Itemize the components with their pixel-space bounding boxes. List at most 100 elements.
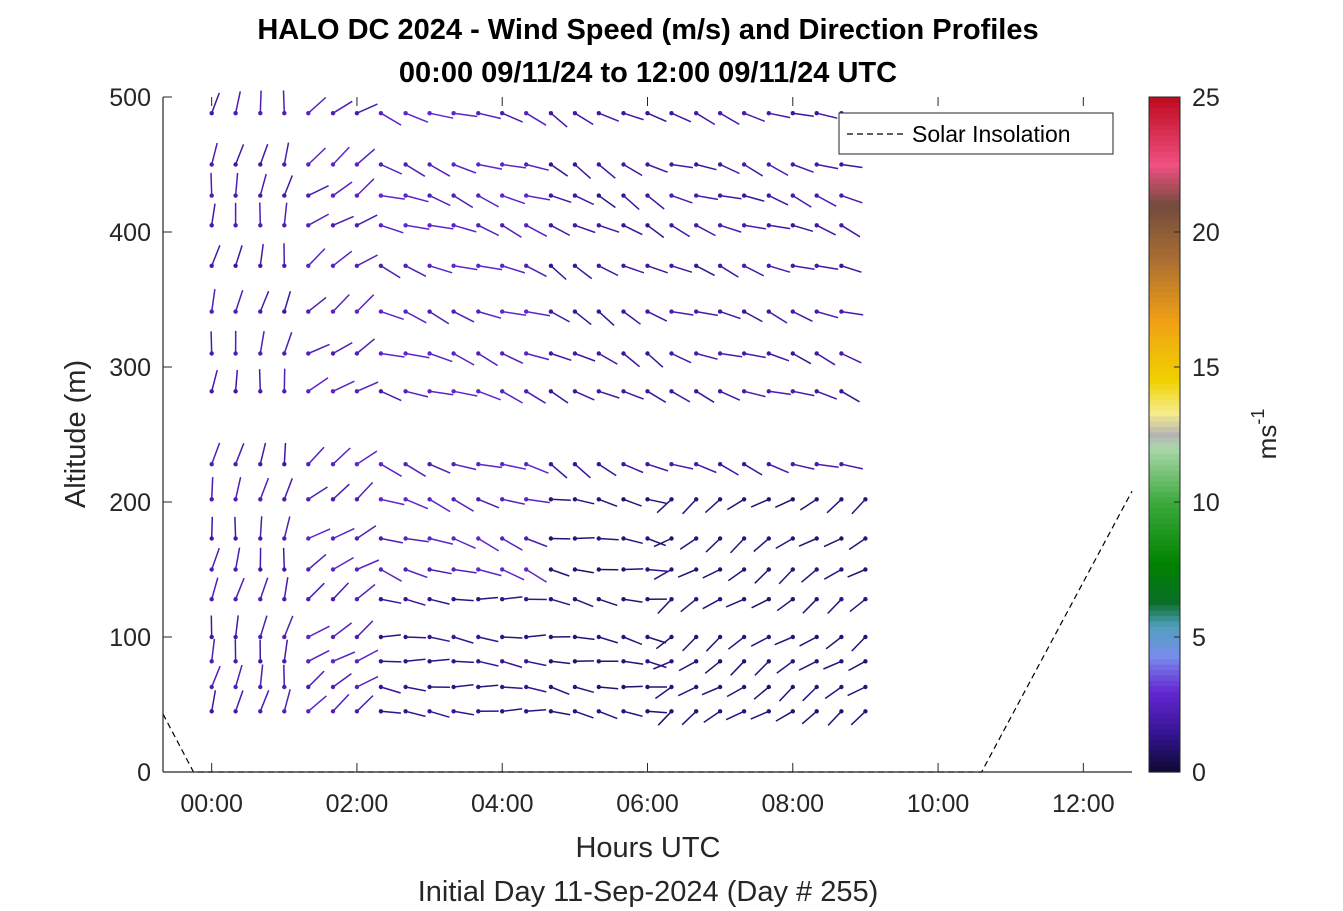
wind-barb-shaft: [210, 638, 216, 662]
wind-barb-shaft: [647, 265, 668, 274]
wind-barb-shaft: [726, 498, 745, 511]
wind-barb-dot: [306, 536, 311, 541]
colorbar-band: [1149, 172, 1180, 179]
wind-barb-shaft: [696, 352, 718, 360]
wind-barb-dot: [645, 389, 650, 394]
wind-barb-dot: [645, 497, 650, 502]
wind-barb-dot: [596, 111, 601, 116]
wind-barb-shaft: [502, 498, 525, 505]
wind-barb-shaft: [234, 245, 243, 267]
wind-barb-dot: [839, 709, 844, 714]
wind-barb-dot: [378, 193, 384, 198]
wind-barb-shaft: [453, 660, 474, 664]
x-tick-label: 10:00: [907, 790, 970, 818]
wind-barb-shaft: [429, 568, 452, 575]
colorbar-band: [1149, 680, 1180, 687]
wind-barb-dot: [476, 684, 481, 690]
wind-barb-shaft: [656, 498, 673, 514]
wind-barb-dot: [403, 223, 408, 228]
wind-barb-shaft: [429, 498, 451, 513]
wind-barb-shaft: [405, 537, 429, 543]
wind-barb-dot: [233, 162, 238, 167]
wind-barb-shaft: [841, 224, 861, 238]
wind-barb-dot: [863, 536, 868, 541]
y-tick-label: 300: [109, 354, 151, 382]
wind-barb-dot: [306, 193, 311, 198]
wind-barb-shaft: [453, 568, 477, 574]
wind-barb-dot: [209, 223, 214, 228]
wind-barb-dot: [233, 497, 238, 502]
wind-barb-shaft: [695, 390, 715, 403]
colorbar-band: [1149, 275, 1180, 282]
wind-barb-shaft: [332, 622, 353, 638]
wind-barb-dot: [839, 351, 844, 356]
colorbar-band: [1149, 653, 1180, 660]
wind-barb-dot: [524, 597, 529, 602]
wind-barb-dot: [741, 709, 747, 714]
wind-barb-shaft: [234, 477, 242, 500]
wind-barb-dot: [451, 193, 456, 198]
colorbar-band: [1149, 161, 1180, 168]
wind-barb-shaft: [776, 598, 794, 612]
wind-barb-dot: [839, 162, 844, 167]
wind-barb-shaft: [526, 709, 547, 713]
wind-barb-dot: [476, 351, 481, 356]
wind-barb-shaft: [501, 390, 523, 404]
wind-barb-dot: [476, 536, 481, 541]
wind-barb-shaft: [841, 463, 864, 470]
wind-barb-shaft: [477, 352, 498, 367]
wind-barb-dot: [306, 223, 311, 228]
wind-barb-dot: [596, 567, 601, 572]
wind-barb-dot: [621, 193, 626, 198]
wind-barb-dot: [572, 536, 578, 541]
wind-barb-dot: [790, 659, 795, 664]
wind-barb-dot: [694, 709, 699, 714]
wind-barb-shaft: [526, 194, 551, 201]
wind-barb-shaft: [719, 163, 740, 175]
colorbar-band: [1149, 291, 1180, 298]
colorbar-band: [1149, 583, 1180, 589]
wind-barb-dot: [354, 659, 360, 664]
wind-barb-shaft: [743, 224, 767, 230]
wind-barb-shaft: [501, 112, 523, 123]
wind-barb-dot: [621, 684, 626, 690]
wind-barb-dot: [596, 263, 601, 268]
wind-barb-dot: [669, 567, 674, 572]
wind-barb-shaft: [283, 639, 289, 662]
wind-barb-dot: [669, 684, 674, 690]
wind-barb-dot: [233, 263, 238, 268]
wind-barb-dot: [282, 567, 287, 572]
wind-barb-dot: [354, 597, 360, 602]
wind-barb-dot: [282, 709, 287, 714]
wind-barb-dot: [258, 684, 263, 690]
wind-barb-shaft: [647, 112, 667, 123]
wind-barb-dot: [741, 193, 747, 198]
wind-barb-dot: [427, 659, 432, 664]
wind-barb-shaft: [647, 498, 667, 505]
wind-barb-dot: [524, 462, 529, 467]
colorbar-band: [1149, 761, 1180, 768]
colorbar-band: [1149, 745, 1180, 751]
wind-barb-dot: [258, 389, 263, 394]
wind-barb-shaft: [623, 310, 641, 325]
wind-barb-dot: [209, 351, 214, 356]
colorbar-gradient: [1149, 97, 1180, 773]
wind-barb-dot: [694, 309, 699, 314]
wind-barb-shaft: [653, 568, 672, 580]
wind-barb-dot: [524, 709, 529, 714]
wind-barb-dot: [233, 597, 238, 602]
colorbar-band: [1149, 415, 1180, 422]
wind-barb-shaft: [751, 598, 770, 609]
chart-title-line1: HALO DC 2024 - Wind Speed (m/s) and Dire…: [257, 14, 1038, 46]
colorbar-band: [1149, 599, 1180, 606]
wind-barb-shaft: [405, 568, 428, 579]
wind-barb-dot: [354, 684, 360, 690]
colorbar-band: [1149, 507, 1180, 514]
wind-barb-dot: [306, 389, 311, 394]
wind-barb-dot: [717, 709, 723, 714]
wind-barb-shaft: [356, 338, 375, 355]
wind-barb-shaft: [647, 352, 664, 368]
wind-barb-shaft: [801, 710, 818, 725]
wind-barb-shaft: [332, 146, 350, 166]
wind-barb-dot: [427, 709, 432, 714]
